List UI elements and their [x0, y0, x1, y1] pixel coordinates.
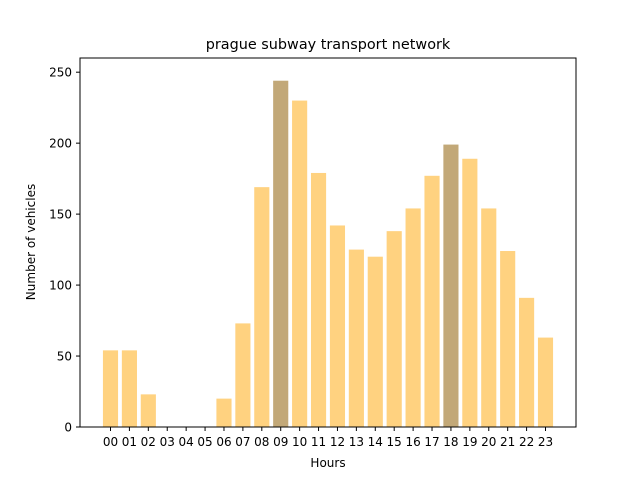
- x-axis: 00 01 02 03 04 05 06 07 08 09 10 11 12 13 14 15 16 17 18 19…: [103, 427, 553, 449]
- bar-20: [481, 208, 497, 427]
- y-tick-label: 50: [57, 350, 72, 364]
- x-tick-label: 05: [197, 435, 212, 449]
- y-tick-label: 100: [49, 279, 72, 293]
- bar-22: [519, 297, 535, 427]
- y-tick-label: 200: [49, 137, 72, 151]
- x-tick-label: 03: [160, 435, 175, 449]
- x-tick-label: 06: [216, 435, 231, 449]
- bar-19: [462, 158, 478, 427]
- bar-11: [310, 172, 327, 427]
- chart-title: prague subway transport network: [206, 37, 451, 53]
- x-tick-label: 21: [500, 435, 515, 449]
- x-tick-label: 23: [538, 435, 553, 449]
- y-tick-label: 150: [49, 208, 72, 222]
- bars-group: [102, 80, 554, 428]
- y-axis-label: Number of vehicles: [24, 184, 38, 300]
- bar-18: [443, 144, 459, 428]
- bar-23: [537, 337, 554, 427]
- bar-13: [348, 249, 364, 427]
- x-tick-label: 00: [103, 435, 118, 449]
- x-tick-label: 10: [292, 435, 307, 449]
- bar-09: [273, 80, 289, 427]
- bar-08: [254, 187, 270, 427]
- x-tick-label: 15: [387, 435, 402, 449]
- x-tick-label: 16: [405, 435, 420, 449]
- x-tick-label: 07: [235, 435, 250, 449]
- x-tick-label: 14: [368, 435, 383, 449]
- y-tick-label: 250: [49, 66, 72, 80]
- bar-06: [216, 398, 232, 427]
- x-axis-label: Hours: [310, 456, 345, 470]
- x-tick-label: 22: [519, 435, 534, 449]
- bar-16: [405, 208, 421, 427]
- y-axis: 0 50 100 150 200 250: [49, 66, 80, 435]
- x-tick-label: 09: [273, 435, 288, 449]
- x-tick-label: 04: [179, 435, 194, 449]
- x-tick-label: 02: [141, 435, 156, 449]
- x-tick-label: 11: [311, 435, 326, 449]
- x-tick-label: 01: [122, 435, 137, 449]
- x-tick-label: 13: [349, 435, 364, 449]
- bar-15: [386, 231, 402, 427]
- x-tick-label: 18: [443, 435, 458, 449]
- x-tick-label: 19: [462, 435, 477, 449]
- bar-12: [329, 225, 346, 427]
- bar-00: [102, 350, 119, 427]
- plot-frame: [79, 57, 577, 428]
- bar-21: [500, 251, 516, 427]
- bar-01: [121, 350, 137, 427]
- bar-02: [140, 394, 156, 427]
- x-tick-label: 08: [254, 435, 269, 449]
- x-tick-label: 20: [481, 435, 496, 449]
- x-tick-label: 12: [330, 435, 345, 449]
- bar-17: [424, 175, 440, 427]
- y-tick-label: 0: [64, 421, 72, 435]
- bar-14: [367, 256, 383, 427]
- bar-10: [292, 100, 308, 428]
- x-tick-label: 17: [424, 435, 439, 449]
- bar-07: [235, 323, 251, 427]
